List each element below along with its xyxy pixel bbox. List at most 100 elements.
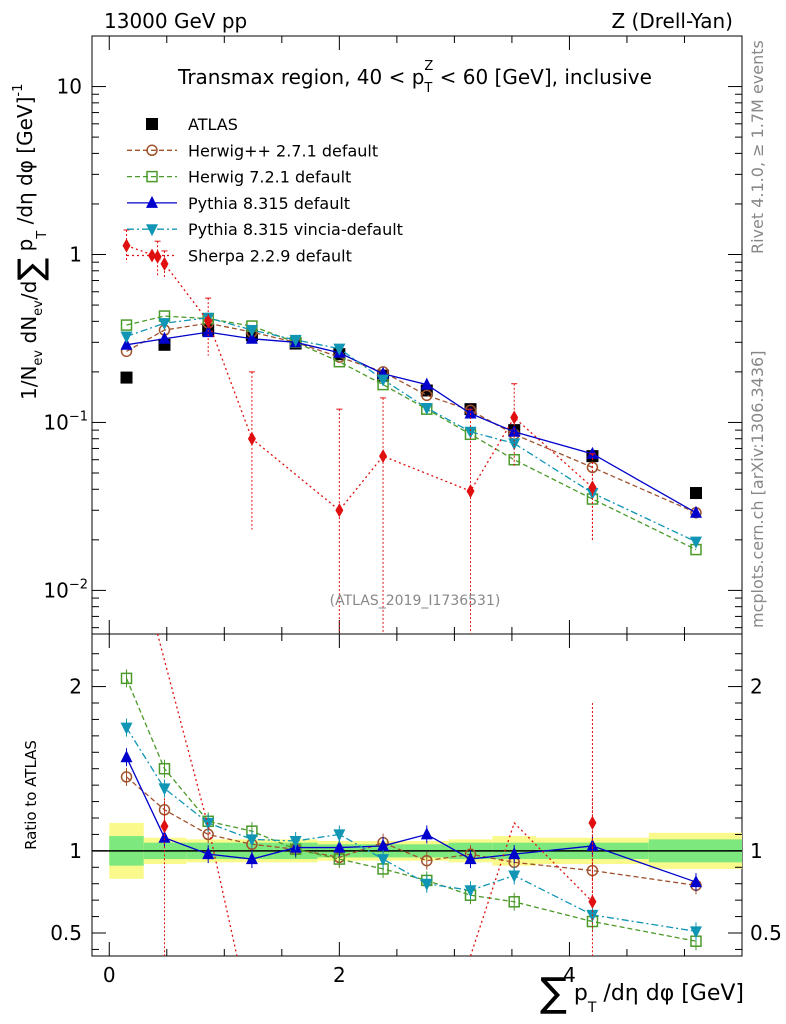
main-point-series-4-8 xyxy=(464,426,477,439)
ratio-point-series-3-8 xyxy=(464,885,477,898)
ratio-point-series-4-2 xyxy=(160,819,169,834)
ratio-point-series-3-0 xyxy=(120,722,133,735)
ylabel-a-sub: ev xyxy=(31,350,46,366)
analysis-watermark: (ATLAS_2019_I1736531) xyxy=(330,593,501,609)
ratio-line-sherpa-1 xyxy=(469,821,593,957)
main-point-series-1-7 xyxy=(421,389,433,402)
ratio-point-series-1-9 xyxy=(508,896,520,908)
ratio-point-series-2-9 xyxy=(508,847,521,860)
ratio-axis-ticks: 2 2 1 1 0.5 0.5 0 2 4 xyxy=(50,634,782,987)
main-ytick-label-0: 10 xyxy=(57,75,82,99)
main-point-series-5-3 xyxy=(204,314,213,329)
ylabel-e: /dη dφ [GeV] xyxy=(13,97,37,231)
legend-label-3: Pythia 8.315 default xyxy=(188,194,350,213)
main-ytick-label-2: 10−1 xyxy=(43,409,88,434)
legend-marker-0 xyxy=(146,118,158,130)
title-sub: T xyxy=(423,81,432,96)
main-point-series-3-11 xyxy=(689,505,702,518)
legend-marker-5 xyxy=(148,248,156,263)
ratio-point-series-3-5 xyxy=(333,829,346,842)
main-ytick-label-base: 10 xyxy=(43,578,68,602)
main-point-series-3-7 xyxy=(420,377,433,390)
main-point-series-0-11 xyxy=(689,487,702,500)
ylabel-c: /d xyxy=(17,281,41,300)
main-point-series-5-10 xyxy=(588,480,597,495)
ylabel-e-sup: -1 xyxy=(11,84,26,97)
ratio-point-series-2-8 xyxy=(464,852,477,865)
main-line-series-4 xyxy=(126,317,697,543)
ratio-point-series-2-3 xyxy=(245,852,258,865)
xtick-label-1: 2 xyxy=(333,963,346,987)
ylabel-d-sub: T xyxy=(35,231,50,240)
header-right: Z (Drell-Yan) xyxy=(611,9,733,33)
xlabel-rest: /dη dφ [GeV] xyxy=(596,981,744,1006)
main-point-series-3-0 xyxy=(120,337,133,350)
ratio-ytick-label-left-1: 1 xyxy=(69,839,82,863)
main-line-series-5 xyxy=(126,244,593,512)
xlabel-p-sub: T xyxy=(587,1000,597,1016)
legend-entry-5: Sherpa 2.2.9 default xyxy=(127,247,352,266)
title-sup: Z xyxy=(424,59,433,74)
main-line-series-3 xyxy=(126,331,697,514)
main-point-series-5-5 xyxy=(335,503,344,518)
main-point-series-5-6 xyxy=(379,449,388,464)
main-point-series-5-1 xyxy=(153,249,162,264)
xlabel-p: p xyxy=(567,981,588,1006)
main-point-series-4-3 xyxy=(245,325,258,338)
legend-marker-2 xyxy=(146,170,158,183)
legend-entry-2: Herwig 7.2.1 default xyxy=(127,168,351,187)
ratio-ytick-label-right-0: 2 xyxy=(750,675,763,699)
ratio-series-layer xyxy=(120,633,702,957)
ratio-point-series-1-1 xyxy=(158,762,171,775)
ratio-ytick-label-right-1: 1 xyxy=(750,839,763,863)
ratio-point-series-3-11 xyxy=(689,926,702,939)
xtick-label-0: 0 xyxy=(103,963,116,987)
main-point-series-3-8 xyxy=(464,406,477,419)
ratio-point-series-1-0 xyxy=(120,672,133,685)
ylabel-a: 1/N xyxy=(17,366,41,400)
ratio-point-series-2-6 xyxy=(377,838,390,851)
main-point-series-4-11 xyxy=(689,536,702,549)
main-point-series-4-6 xyxy=(377,374,390,387)
legend-marker-4 xyxy=(146,224,158,237)
chart-title: Transmax region, 40 < pTZ < 60 [GeV], in… xyxy=(177,59,652,96)
ylabel-d: p xyxy=(13,239,37,258)
legend-entry-3: Pythia 8.315 default xyxy=(127,194,350,213)
main-line-series-2 xyxy=(126,315,697,551)
legend-label-5: Sherpa 2.2.9 default xyxy=(188,247,352,266)
legend-entry-4: Pythia 8.315 vincia-default xyxy=(127,220,403,239)
main-ytick-label-3: 10−2 xyxy=(43,577,88,602)
main-point-series-4-7 xyxy=(420,402,433,415)
main-point-series-5-4 xyxy=(247,431,256,446)
main-ytick-label-base: 10 xyxy=(43,410,68,434)
main-point-series-5-2 xyxy=(160,256,169,271)
main-point-series-4-5 xyxy=(333,343,346,356)
main-point-series-3-10 xyxy=(586,446,599,459)
main-point-series-4-0 xyxy=(120,331,133,344)
ylabel-b-sub: ev xyxy=(31,300,46,316)
ratio-point-series-0-0 xyxy=(120,771,133,783)
xtick-label-2: 4 xyxy=(563,963,576,987)
legend-entry-0: ATLAS xyxy=(146,115,238,134)
main-point-series-4-4 xyxy=(289,334,302,347)
main-point-series-2-0 xyxy=(120,319,133,331)
main-point-series-5-8 xyxy=(510,410,519,425)
ratio-panel-frame xyxy=(91,633,743,957)
ratio-line-series-3 xyxy=(125,727,697,932)
main-ytick-label-exp: −2 xyxy=(69,577,88,592)
ratio-y-axis-label: Ratio to ATLAS xyxy=(22,740,40,850)
legend: ATLAS Herwig++ 2.7.1 default Herwig 7.2.1 … xyxy=(127,115,403,266)
ratio-ytick-label-right-2: 0.5 xyxy=(750,921,782,945)
main-line-series-1 xyxy=(126,322,697,514)
ratio-point-series-4-9 xyxy=(588,815,597,830)
ylabel-b: dN xyxy=(17,316,41,350)
ratio-line-series-0 xyxy=(126,776,697,887)
main-point-series-5-7 xyxy=(466,484,475,499)
legend-marker-1 xyxy=(146,144,158,157)
ratio-line-sherpa-0 xyxy=(156,633,238,957)
main-point-series-3-3 xyxy=(245,331,258,344)
legend-marker-3 xyxy=(146,195,158,208)
main-series-layer xyxy=(120,229,702,634)
